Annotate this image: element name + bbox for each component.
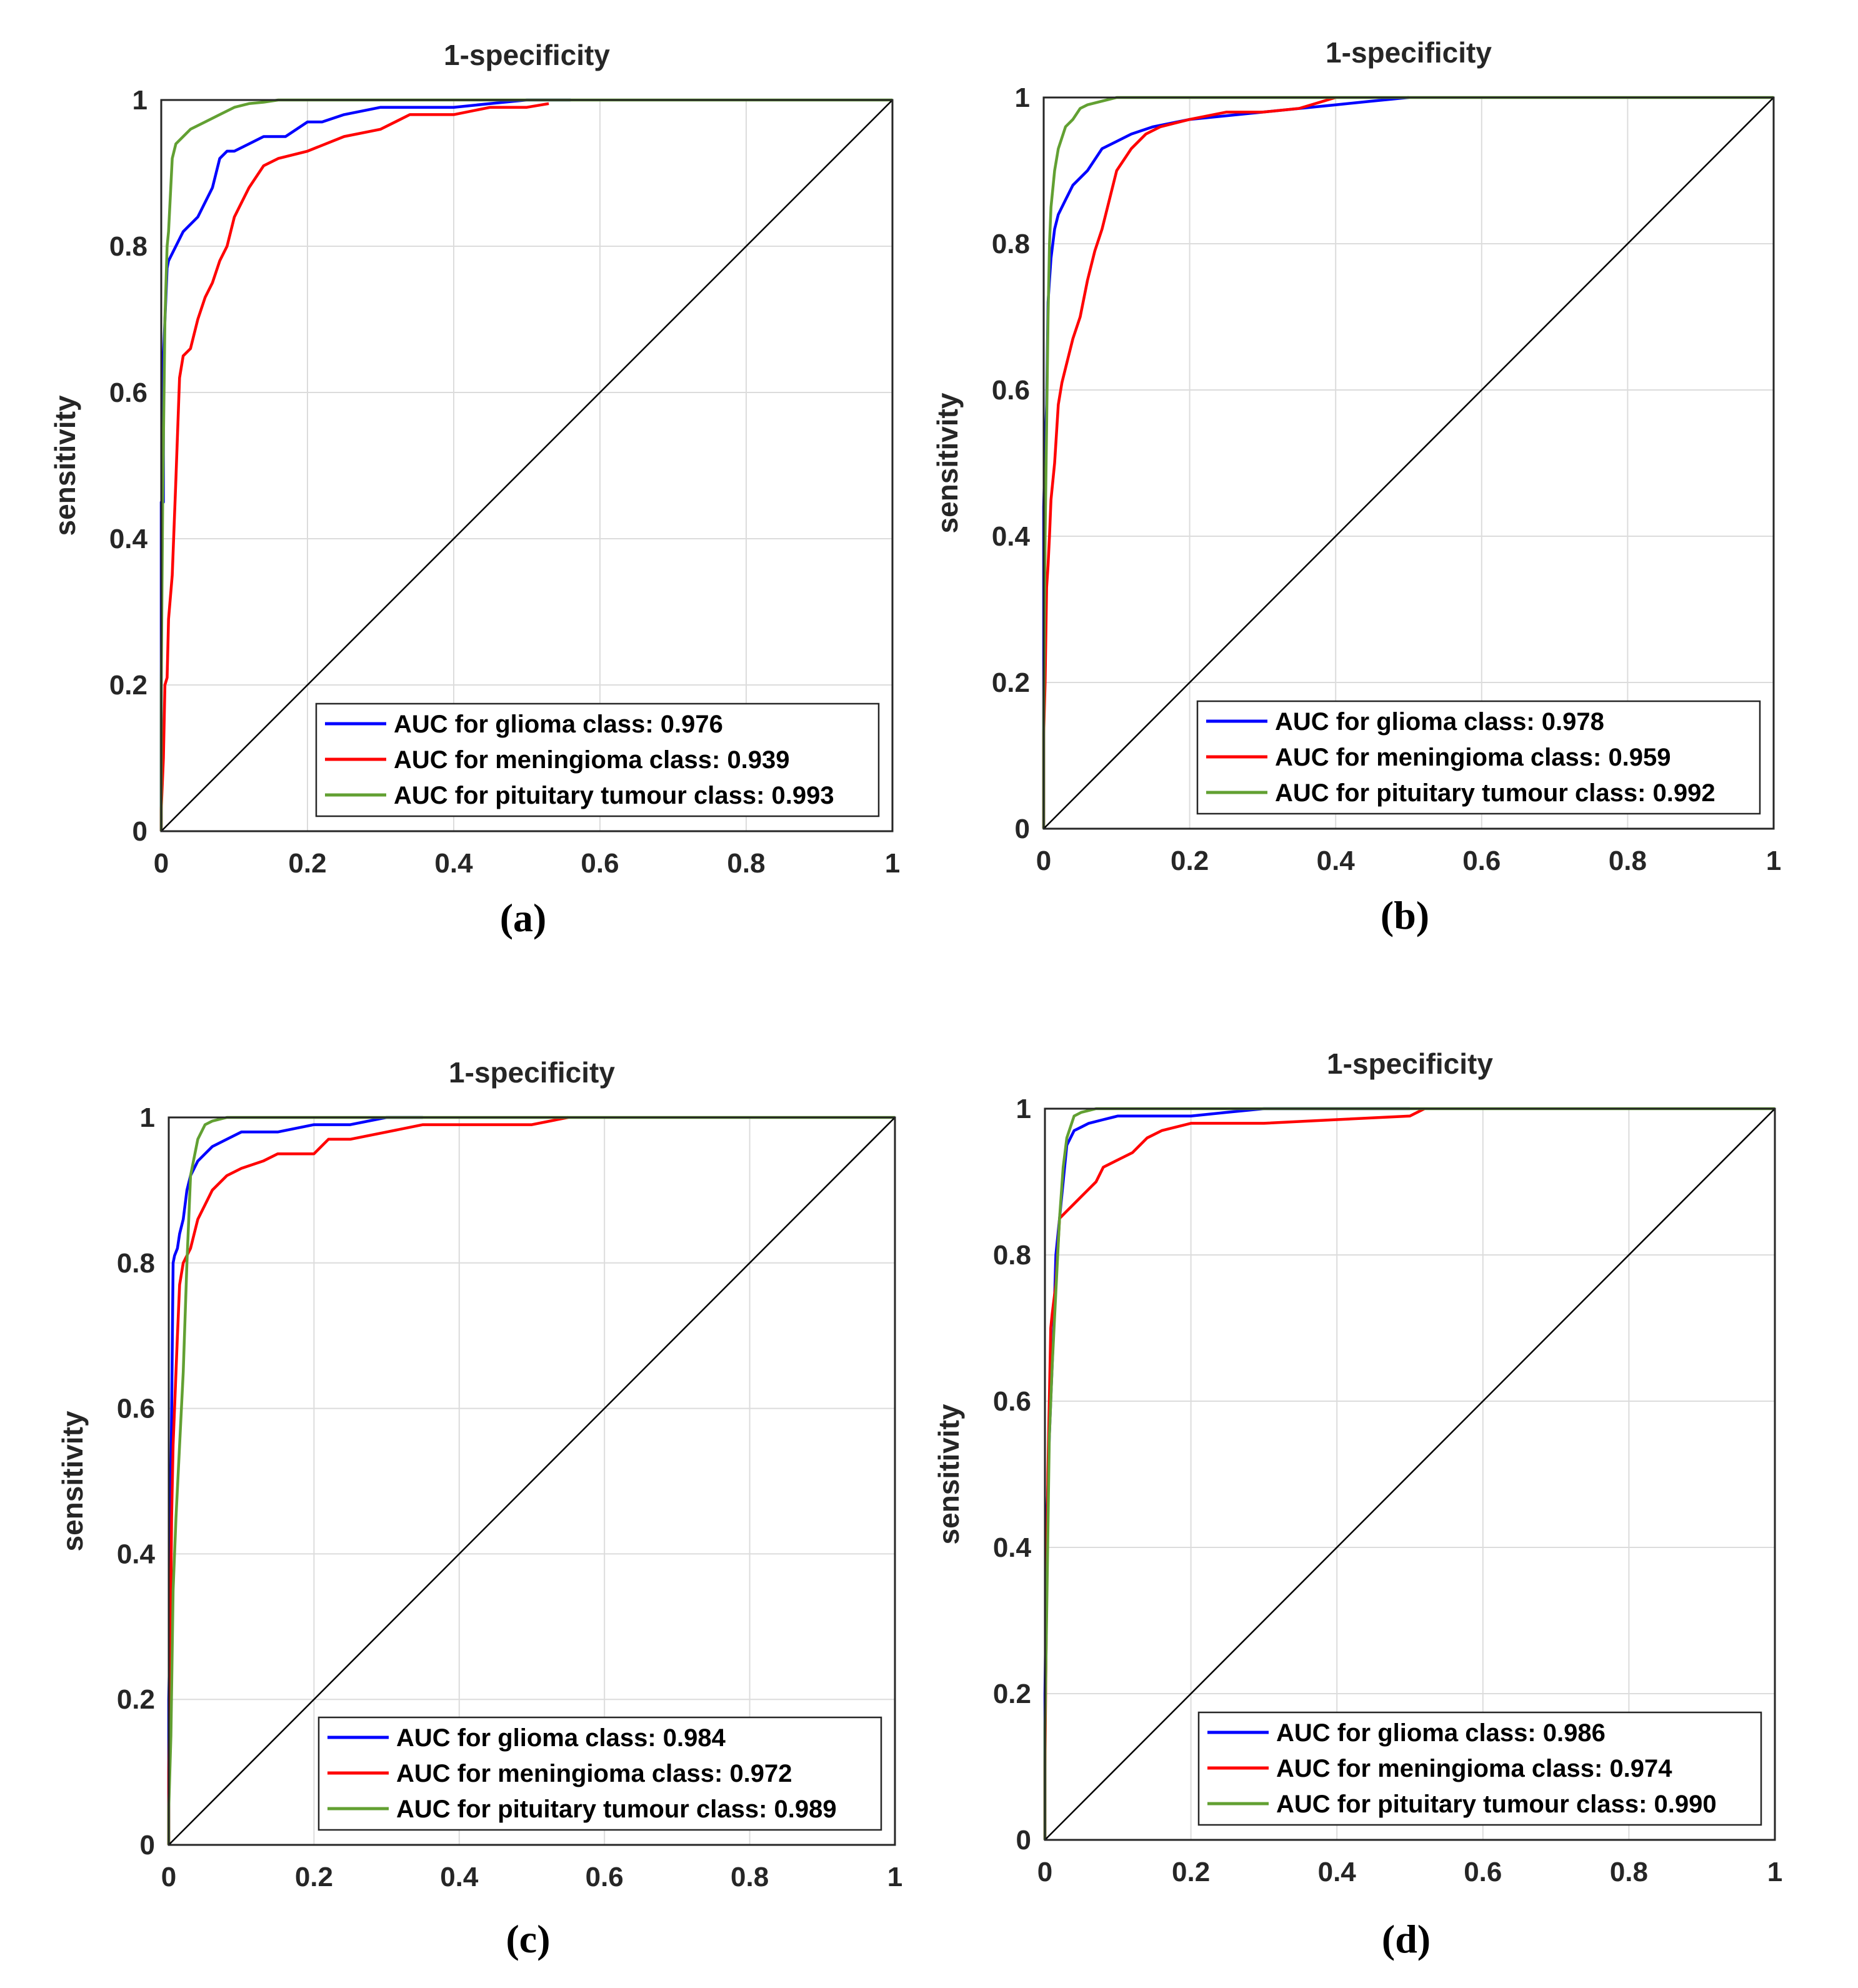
panel-label: (b) [1381, 893, 1429, 937]
x-tick-label: 0.2 [288, 848, 326, 879]
y-tick-label: 0.8 [117, 1248, 155, 1279]
legend: AUC for glioma class: 0.986 AUC for menin… [1197, 1711, 1762, 1826]
x-tick-label: 0.6 [1462, 846, 1501, 876]
legend-entry-meningioma: AUC for meningioma class: 0.974 [1276, 1755, 1672, 1782]
y-tick-label: 0.4 [109, 524, 148, 554]
chart-title: 1-specificity [1327, 1047, 1493, 1080]
legend-box [315, 702, 880, 817]
y-tick-label: 0 [140, 1830, 155, 1861]
y-tick-label: 0.8 [109, 231, 147, 262]
roc-curve-glioma [167, 1116, 423, 1845]
panel-label: (a) [500, 896, 547, 940]
legend: AUC for glioma class: 0.984 AUC for menin… [317, 1716, 882, 1831]
x-tick-label: 0.2 [1171, 846, 1209, 876]
y-tick-label: 0.8 [992, 229, 1030, 259]
reference-diagonal-line [1043, 97, 1774, 829]
y-tick-label: 0.6 [109, 377, 147, 408]
roc-panel-b: 0 0.2 0.4 0.6 0.8 1 0 0.2 0.4 0.6 0.8 1 1-specificit… [931, 36, 1781, 937]
legend-box [1197, 1711, 1762, 1826]
reference-diagonal-line [161, 99, 893, 832]
y-tick-label: 0.2 [992, 667, 1030, 698]
x-tick-label: 0.4 [434, 848, 473, 879]
y-tick-label: 0.2 [117, 1684, 155, 1715]
x-tick-label: 0.2 [295, 1862, 333, 1892]
x-tick-label: 0.8 [1610, 1857, 1648, 1887]
y-tick-label: 1 [1016, 1094, 1031, 1124]
x-tick-label: 0.8 [727, 848, 765, 879]
x-tick-label: 0.6 [581, 848, 619, 879]
x-tick-label: 0.4 [1318, 1857, 1357, 1887]
plot-frame [160, 99, 894, 832]
x-tick-label: 0 [1037, 1857, 1052, 1887]
x-tick-label: 0.6 [1464, 1857, 1502, 1887]
y-tick-label: 0.4 [993, 1532, 1032, 1563]
roc-curve-meningioma [159, 102, 549, 831]
reference-diagonal-line [1044, 1108, 1776, 1841]
roc-panel-d: 0 0.2 0.4 0.6 0.8 1 0 0.2 0.4 0.6 0.8 1 1-specificit… [932, 1047, 1782, 1961]
roc-panel-a: 0 0.2 0.4 0.6 0.8 1 0 0.2 0.4 0.6 0.8 1 1-specificit… [49, 39, 900, 940]
legend: AUC for glioma class: 0.978 AUC for menin… [1196, 700, 1761, 815]
roc-curve-meningioma [1042, 96, 1336, 829]
panel-label: (c) [506, 1917, 550, 1961]
legend: AUC for glioma class: 0.976 AUC for menin… [315, 702, 880, 817]
plot-frame [167, 1116, 896, 1846]
legend-entry-glioma: AUC for glioma class: 0.976 [394, 711, 723, 738]
x-tick-label: 0 [154, 848, 169, 879]
legend-box [1196, 700, 1761, 815]
legend-entry-pituitary: AUC for pituitary tumour class: 0.993 [394, 782, 834, 809]
x-tick-label: 1 [887, 1862, 902, 1892]
chart-title: 1-specificity [449, 1056, 615, 1089]
plot-frame [1042, 96, 1775, 830]
x-tick-label: 1 [885, 848, 900, 879]
y-tick-label: 1 [132, 85, 147, 116]
y-axis-label: sensitivity [49, 395, 81, 536]
x-tick-label: 0.6 [586, 1862, 624, 1892]
x-tick-label: 0 [161, 1862, 176, 1892]
y-tick-label: 0 [1016, 1825, 1031, 1856]
y-axis-label: sensitivity [56, 1411, 89, 1551]
roc-panel-c: 0 0.2 0.4 0.6 0.8 1 0 0.2 0.4 0.6 0.8 1 1-specificit… [56, 1056, 902, 1961]
y-axis-label: sensitivity [931, 392, 964, 533]
x-tick-label: 0.2 [1172, 1857, 1210, 1887]
y-tick-label: 0.6 [117, 1394, 155, 1424]
y-tick-label: 0.4 [992, 521, 1031, 552]
legend-entry-glioma: AUC for glioma class: 0.978 [1275, 708, 1604, 736]
legend-entry-pituitary: AUC for pituitary tumour class: 0.992 [1275, 779, 1716, 807]
y-tick-label: 0.6 [993, 1386, 1031, 1417]
x-tick-label: 0.4 [440, 1862, 479, 1892]
y-tick-label: 1 [1015, 82, 1030, 113]
y-tick-label: 0.8 [993, 1240, 1031, 1271]
legend-entry-meningioma: AUC for meningioma class: 0.939 [394, 746, 790, 774]
x-tick-label: 1 [1767, 1857, 1782, 1887]
plot-frame [1044, 1107, 1776, 1841]
x-tick-label: 1 [1766, 846, 1781, 876]
roc-curve-meningioma [167, 1116, 569, 1845]
y-tick-label: 0 [1015, 814, 1030, 844]
y-axis-label: sensitivity [932, 1404, 965, 1544]
x-tick-label: 0 [1036, 846, 1051, 876]
y-tick-label: 0.2 [109, 670, 147, 701]
reference-diagonal-line [168, 1117, 896, 1846]
y-tick-label: 0 [132, 816, 147, 847]
chart-title: 1-specificity [1326, 36, 1492, 69]
y-tick-label: 0.2 [993, 1679, 1031, 1709]
legend-entry-meningioma: AUC for meningioma class: 0.959 [1275, 744, 1671, 771]
legend-entry-glioma: AUC for glioma class: 0.984 [396, 1724, 726, 1752]
y-tick-label: 0.6 [992, 375, 1030, 406]
legend-entry-pituitary: AUC for pituitary tumour class: 0.990 [1276, 1791, 1717, 1818]
legend-entry-glioma: AUC for glioma class: 0.986 [1276, 1719, 1606, 1747]
x-tick-label: 0.4 [1317, 846, 1356, 876]
y-tick-label: 1 [140, 1102, 155, 1133]
legend-entry-meningioma: AUC for meningioma class: 0.972 [396, 1760, 792, 1787]
legend-box [317, 1716, 882, 1831]
x-tick-label: 0.8 [731, 1862, 769, 1892]
x-tick-label: 0.8 [1609, 846, 1647, 876]
chart-title: 1-specificity [444, 39, 610, 71]
y-tick-label: 0.4 [117, 1539, 156, 1569]
legend-entry-pituitary: AUC for pituitary tumour class: 0.989 [396, 1796, 837, 1823]
panel-label: (d) [1382, 1917, 1431, 1961]
